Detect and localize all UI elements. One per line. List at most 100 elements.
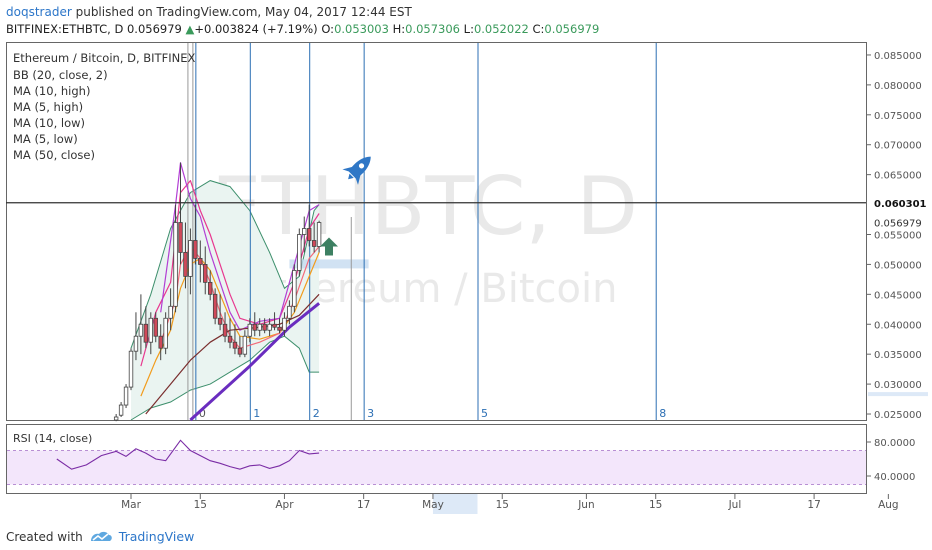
candle[interactable] — [113, 416, 119, 421]
candle[interactable] — [242, 335, 248, 355]
candle[interactable] — [297, 234, 302, 271]
candle[interactable] — [168, 305, 173, 319]
legend-ma-50-close[interactable]: MA (50, close) — [13, 148, 95, 162]
x-tick-label: Apr — [275, 499, 294, 511]
candle[interactable] — [247, 323, 252, 337]
x-tick-label: 15 — [649, 499, 662, 511]
legend-ma-5-high[interactable]: MA (5, high) — [13, 100, 83, 114]
rsi-line[interactable] — [56, 439, 320, 470]
candle[interactable] — [302, 228, 307, 235]
low-value: 0.052022 — [473, 22, 529, 36]
candle[interactable] — [163, 317, 168, 349]
author-link[interactable]: doqstrader — [6, 5, 72, 19]
candle[interactable] — [158, 335, 163, 349]
candle[interactable] — [118, 404, 124, 416]
x-tick-label: Aug — [878, 499, 899, 511]
close-label: C: — [532, 22, 545, 36]
change-arrow-icon: ▲ — [185, 22, 195, 36]
candle[interactable] — [222, 323, 228, 337]
trendline[interactable] — [189, 302, 321, 422]
candle[interactable] — [203, 264, 208, 283]
open-value: 0.053003 — [334, 22, 389, 36]
level-tag-bg — [868, 195, 928, 210]
y-tick-label: 0.055000 — [874, 230, 922, 241]
candle[interactable] — [173, 222, 178, 307]
candle[interactable] — [148, 317, 153, 343]
target-zone[interactable] — [289, 259, 369, 269]
candle[interactable] — [262, 323, 267, 331]
fib-time-label: 1 — [253, 407, 260, 420]
candle[interactable] — [128, 350, 134, 388]
fib-time-label: 5 — [481, 407, 488, 420]
created-with-text: Created with — [6, 529, 83, 544]
candle[interactable] — [198, 258, 203, 265]
candle[interactable] — [282, 317, 287, 331]
last-price: 0.056979 — [126, 22, 182, 36]
last-price-tag-bg — [868, 215, 928, 230]
candle[interactable] — [306, 228, 312, 241]
y-tick-label: 0.045000 — [874, 290, 922, 301]
x-tick-label: 17 — [807, 499, 820, 511]
legend-title: Ethereum / Bitcoin, D, BITFINEX — [13, 51, 195, 65]
x-tick-label: Jun — [577, 499, 594, 511]
candle[interactable] — [237, 347, 243, 355]
candle[interactable] — [143, 323, 149, 343]
rsi-tick-label: 40.0000 — [874, 472, 915, 483]
candle[interactable] — [292, 269, 297, 307]
candle[interactable] — [311, 240, 317, 247]
candle[interactable] — [212, 293, 218, 319]
candle[interactable] — [178, 222, 183, 253]
y-tick-label: 0.025000 — [874, 410, 922, 421]
high-label: H: — [392, 22, 406, 36]
candle[interactable] — [217, 317, 223, 325]
candle[interactable] — [277, 326, 282, 331]
y-tick-label: 0.075000 — [874, 111, 922, 122]
rsi-tick-label: 80.0000 — [874, 438, 915, 449]
candle[interactable] — [133, 335, 139, 352]
candle[interactable] — [207, 281, 213, 295]
legend-ma-10-low[interactable]: MA (10, low) — [13, 116, 85, 130]
fib-time-label: 2 — [313, 407, 320, 420]
candle[interactable] — [227, 335, 233, 343]
bb-band-fill — [131, 180, 320, 420]
x-tick-label: 17 — [357, 499, 370, 511]
y-tick-label: 0.065000 — [874, 171, 922, 182]
candle[interactable] — [188, 240, 193, 277]
candle[interactable] — [252, 323, 257, 331]
rsi-band — [7, 450, 866, 485]
rsi-label[interactable]: RSI (14, close) — [13, 432, 92, 445]
fib-time-label: 0 — [199, 407, 206, 420]
candle[interactable] — [123, 386, 129, 406]
quote-bar: BITFINEX:ETHBTC, D 0.056979 ▲+0.003824 (… — [6, 22, 599, 36]
y-tick-label: 0.070000 — [874, 141, 922, 152]
watermark-symbol: ETHBTC, D — [211, 160, 638, 253]
fib-time-label: 8 — [659, 407, 666, 420]
candle[interactable] — [257, 323, 262, 331]
high-value: 0.057306 — [405, 22, 460, 36]
published-text: published on TradingView.com, May 04, 20… — [75, 5, 412, 19]
candle[interactable] — [267, 323, 272, 331]
legend-ma-10-high[interactable]: MA (10, high) — [13, 84, 90, 98]
candle[interactable] — [183, 252, 188, 277]
candle[interactable] — [153, 317, 158, 337]
fib-time-label: 3 — [367, 407, 374, 420]
low-label: L: — [463, 22, 474, 36]
candle[interactable] — [232, 341, 238, 349]
bb-lower-line — [130, 335, 320, 421]
candle[interactable] — [316, 222, 322, 247]
candle[interactable] — [193, 240, 198, 259]
y-tick-label: 0.050000 — [874, 260, 922, 271]
tradingview-brand[interactable]: TradingView — [118, 529, 195, 544]
up-arrow-icon[interactable] — [320, 237, 338, 256]
legend-bb[interactable]: BB (20, close, 2) — [13, 68, 108, 82]
candle[interactable] — [272, 323, 277, 328]
symbol-label: BITFINEX:ETHBTC, D — [6, 22, 124, 36]
candle[interactable] — [138, 323, 144, 337]
rocket-icon[interactable] — [340, 149, 378, 187]
y-tick-label: 0.085000 — [874, 51, 922, 62]
candle[interactable] — [287, 305, 292, 319]
legend-ma-5-low[interactable]: MA (5, low) — [13, 132, 78, 146]
last-price-tag-label: 0.056979 — [874, 219, 922, 230]
